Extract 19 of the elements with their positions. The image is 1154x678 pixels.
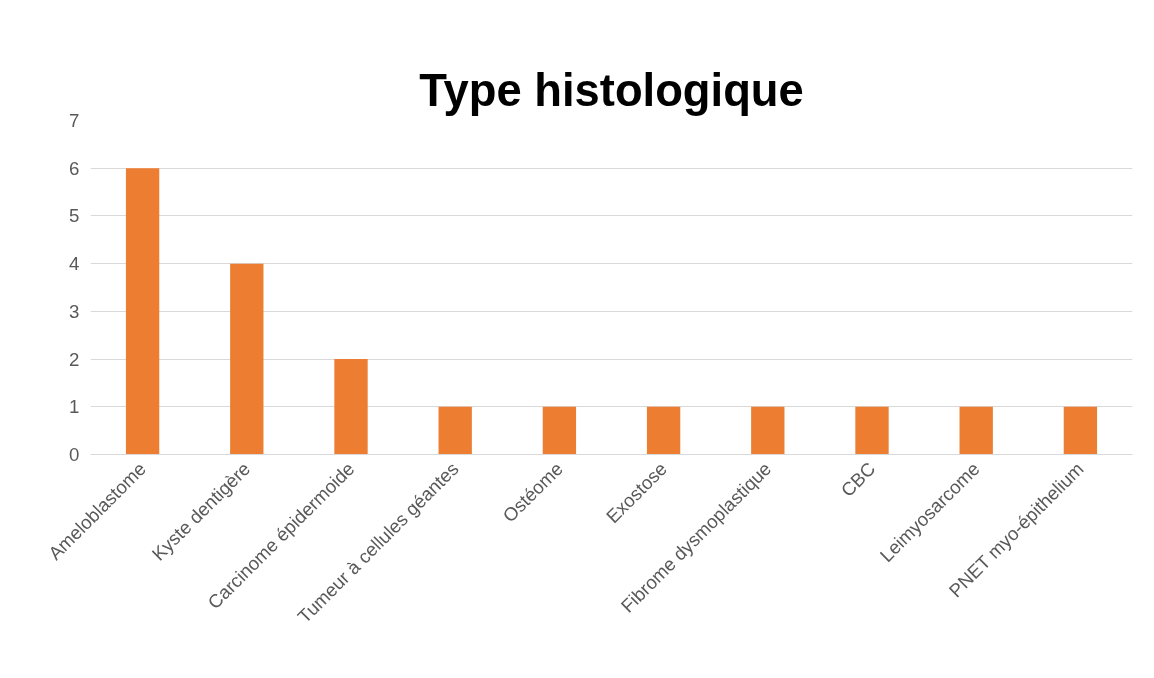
y-tick-label: 1: [69, 396, 80, 418]
bar: [334, 359, 368, 455]
y-tick-label: 4: [69, 253, 80, 275]
y-tick-label: 0: [69, 444, 80, 465]
bar: [646, 406, 681, 455]
bar: [751, 406, 785, 455]
y-tick-label: 2: [69, 348, 80, 370]
y-tick-label: 3: [69, 300, 80, 322]
bar: [230, 263, 264, 455]
y-tick-label: 5: [69, 205, 80, 227]
bar: [855, 406, 889, 455]
y-tick-label: 7: [69, 110, 80, 131]
bar: [542, 406, 577, 455]
bar: [125, 168, 160, 455]
bar: [959, 406, 993, 455]
bar: [1063, 406, 1098, 455]
bar: [438, 406, 472, 455]
y-tick-label: 6: [69, 157, 80, 179]
chart-title: Type histologique: [419, 64, 804, 116]
